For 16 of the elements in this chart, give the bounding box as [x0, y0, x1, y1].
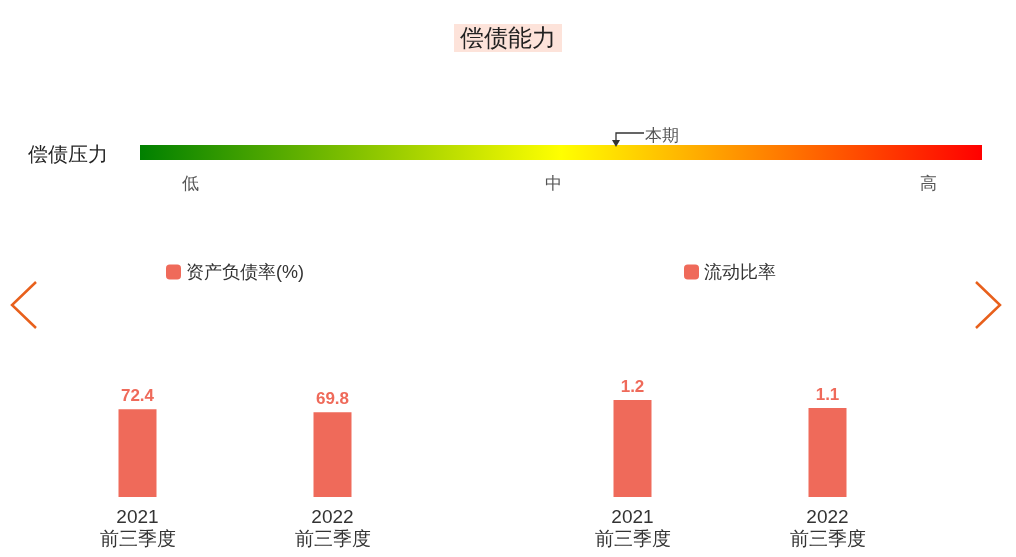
text: 低 — [182, 172, 199, 195]
x-tick-label: 2022 前三季度 — [789, 505, 866, 549]
text: 偿债能力 — [454, 24, 562, 52]
data-label: 72.4 — [120, 386, 155, 406]
x-tick-label: 2021 前三季度 — [99, 505, 176, 549]
legend-label: 资产负债率(%) — [186, 262, 304, 282]
text: 高 — [920, 172, 937, 195]
text: 偿债压力 — [28, 141, 108, 168]
x-tick-label: 2021 前三季度 — [594, 505, 671, 549]
legend-label: 流动比率 — [704, 262, 776, 282]
data-label: 1.2 — [620, 377, 645, 396]
text: 中 — [545, 172, 562, 195]
x-tick-label: 2022 前三季度 — [294, 505, 371, 549]
text: 本期 — [645, 124, 679, 147]
data-label: 1.1 — [815, 385, 840, 405]
data-label: 69.8 — [315, 389, 350, 409]
